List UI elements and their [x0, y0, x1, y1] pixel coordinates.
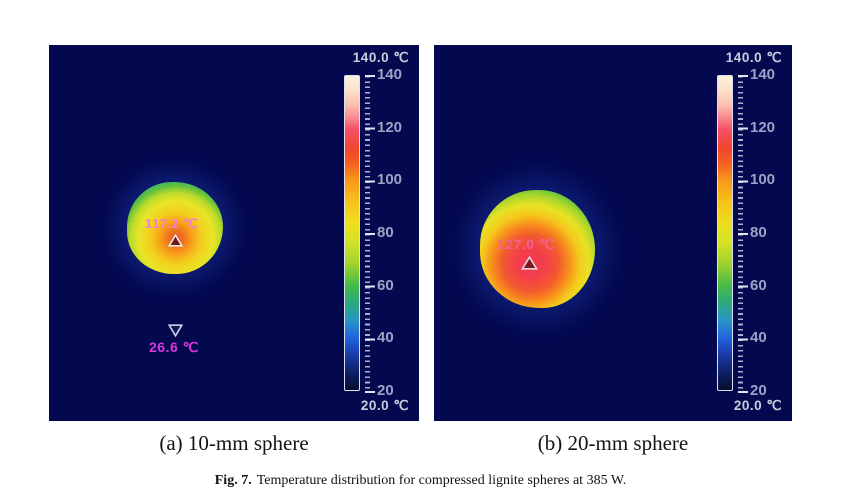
figure-caption: Fig. 7. Temperature distribution for comp… — [0, 473, 841, 489]
colorbar-gradient-bar — [717, 75, 733, 391]
colorbar-tick-label: 80 — [750, 224, 767, 241]
colorbar-tick-label: 60 — [750, 277, 767, 294]
thermal-sphere-b — [480, 190, 595, 308]
colorbar-tick-label: 120 — [750, 119, 776, 136]
colorbar-tick-label: 20 — [750, 382, 767, 399]
colorbar-major-ticks — [365, 75, 375, 393]
colorbar-major-ticks — [738, 75, 748, 393]
colorbar-tick-label: 40 — [377, 329, 394, 346]
hot-spot-temp-label-a: 117.2 ℃ — [145, 216, 199, 231]
colorbar-tick-label: 120 — [377, 119, 403, 136]
colorbar-min-label: 20.0 ℃ — [733, 398, 782, 413]
colorbar-tick-label: 40 — [750, 329, 767, 346]
colorbar-tick-label: 100 — [750, 171, 776, 188]
colorbar-tick-label: 140 — [377, 66, 403, 83]
colorbar-max-label: 140.0 ℃ — [352, 50, 409, 65]
colorbar-tick-label: 20 — [377, 382, 394, 399]
panel-caption-b: (b) 20-mm sphere — [537, 431, 689, 455]
panel-caption-a: (a) 10-mm sphere — [159, 431, 309, 455]
colorbar-tick-label: 60 — [377, 277, 394, 294]
colorbar-gradient-bar — [344, 75, 360, 391]
colorbar-max-label: 140.0 ℃ — [725, 50, 782, 65]
thermal-panel-a: 117.2 ℃ 26.6 ℃ 140.0 ℃ 140 120 100 80 60… — [49, 45, 419, 421]
figure-caption-text: Temperature distribution for compressed … — [256, 473, 627, 488]
cold-spot-temp-label-a: 26.6 ℃ — [149, 339, 199, 355]
thermal-sphere-a — [127, 182, 223, 274]
figure-caption-label: Fig. 7. — [214, 473, 252, 488]
colorbar-tick-label: 80 — [377, 224, 394, 241]
colorbar-min-label: 20.0 ℃ — [360, 398, 409, 413]
colorbar-tick-label: 140 — [750, 66, 776, 83]
hot-spot-temp-label-b: 127.0 ℃ — [497, 236, 556, 252]
thermal-panel-b: 127.0 ℃ 140.0 ℃ 140 120 100 80 60 40 20 … — [434, 45, 792, 421]
colorbar-tick-label: 100 — [377, 171, 403, 188]
cold-spot-triangle-icon — [167, 324, 184, 342]
hot-spot-triangle-icon — [167, 233, 184, 252]
hot-spot-triangle-icon — [520, 255, 539, 275]
